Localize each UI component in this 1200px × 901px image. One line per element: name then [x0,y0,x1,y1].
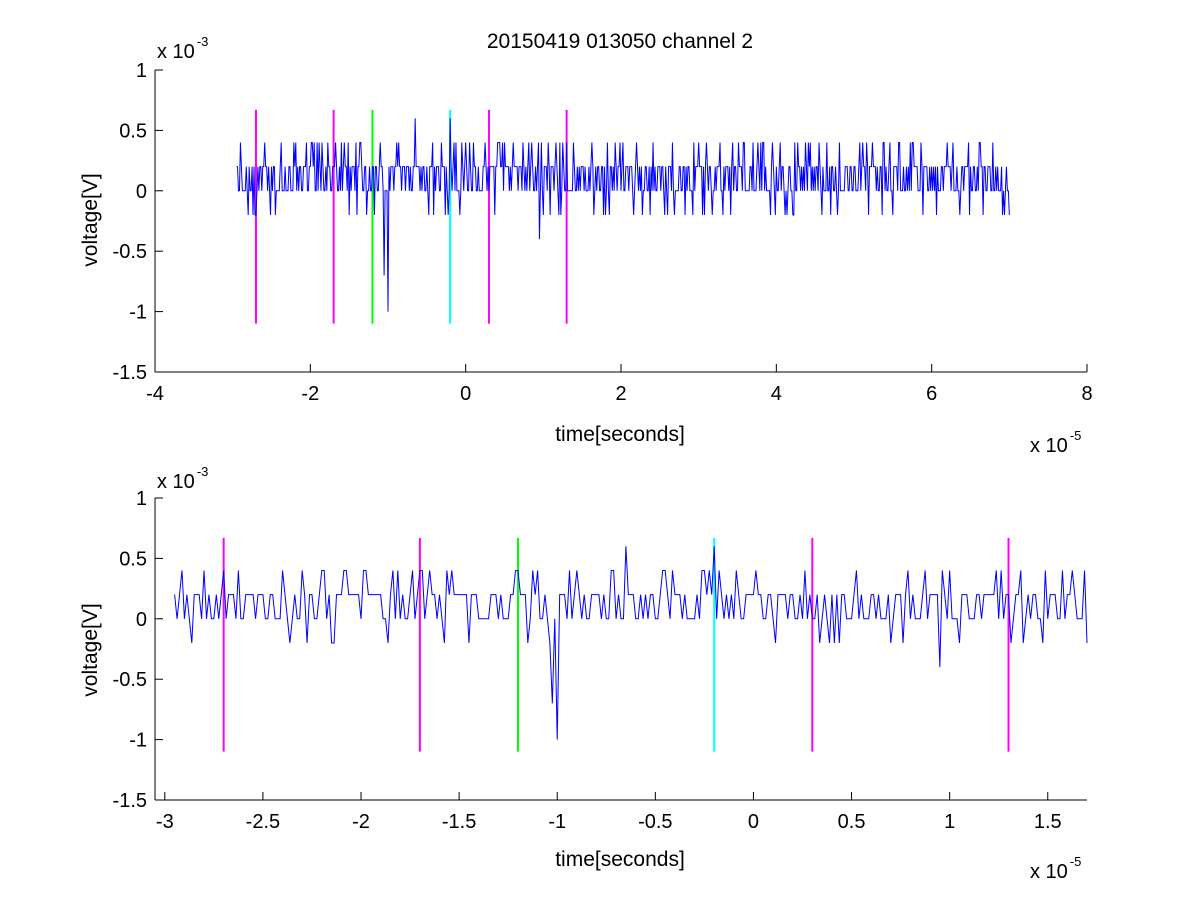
subplot-bottom: -3 -2.5 -2 -1.5 -1 -0.5 0 0.5 1 1.5 -1.5 -1 -0.5 0 0.5… [79,464,1088,883]
y-tick-label: 1 [136,488,147,510]
y-tick-label: -1.5 [113,790,147,812]
x-tick-label: -2 [352,811,370,833]
x-tick-label: 4 [771,383,782,405]
signal-path [174,546,1088,740]
x-exponent-bottom: x 10 -5 [1030,854,1081,883]
x-axis-label-top: time[seconds] [555,423,685,446]
y-tick-label: -1 [129,302,147,324]
marker-lines-top [254,109,568,324]
y-tick-label: 1 [136,60,147,82]
y-tick-label: -1 [129,730,147,752]
x-tick-label: 0.5 [838,811,866,833]
y-axis-label-bottom: voltage[V] [79,603,102,696]
x-tick-label: 0 [460,383,471,405]
y-axis-label-top: voltage[V] [79,173,102,266]
y-tick-label: 0.5 [119,120,147,142]
x-tick-label: -1 [548,811,566,833]
x-tick-label: -2 [301,383,319,405]
x-tick-label: -1.5 [442,811,476,833]
y-tick-label: -0.5 [113,241,147,263]
y-tick-label: -0.5 [113,669,147,691]
signal-line-top [236,118,1010,312]
y-exponent-top: x 10 -3 [157,34,208,63]
x-tick-label: -3 [156,811,174,833]
x-tick-label: 8 [1081,383,1092,405]
x-tick-label: 1.5 [1034,811,1062,833]
x-tick-label: -2.5 [246,811,280,833]
y-exponent-bottom: x 10 -3 [157,464,208,493]
y-tick-label: 0 [136,181,147,203]
y-tick-label: -1.5 [113,362,147,384]
axes-bottom: -3 -2.5 -2 -1.5 -1 -0.5 0 0.5 1 1.5 -1.5 -1 -0.5 0 0.5… [113,488,1087,833]
y-tick-label: 0.5 [119,548,147,570]
x-tick-label: 0 [748,811,759,833]
signal-line-bottom [174,546,1088,740]
x-tick-label: 1 [944,811,955,833]
x-tick-label: 2 [615,383,626,405]
x-tick-label: 6 [926,383,937,405]
x-tick-label: -4 [146,383,164,405]
x-exponent-top: x 10 -5 [1030,428,1081,457]
signal-path [236,118,1010,312]
x-tick-label: -0.5 [638,811,672,833]
chart-title: 20150419 013050 channel 2 [487,30,753,53]
y-tick-label: 0 [136,609,147,631]
subplot-top: -4 -2 0 2 4 6 8 -1.5 -1 -0.5 0 0.5 1 time[seconds] v… [79,34,1093,457]
axes-top: -4 -2 0 2 4 6 8 -1.5 -1 -0.5 0 0.5 1 [113,60,1093,405]
x-axis-label-bottom: time[seconds] [555,848,685,871]
